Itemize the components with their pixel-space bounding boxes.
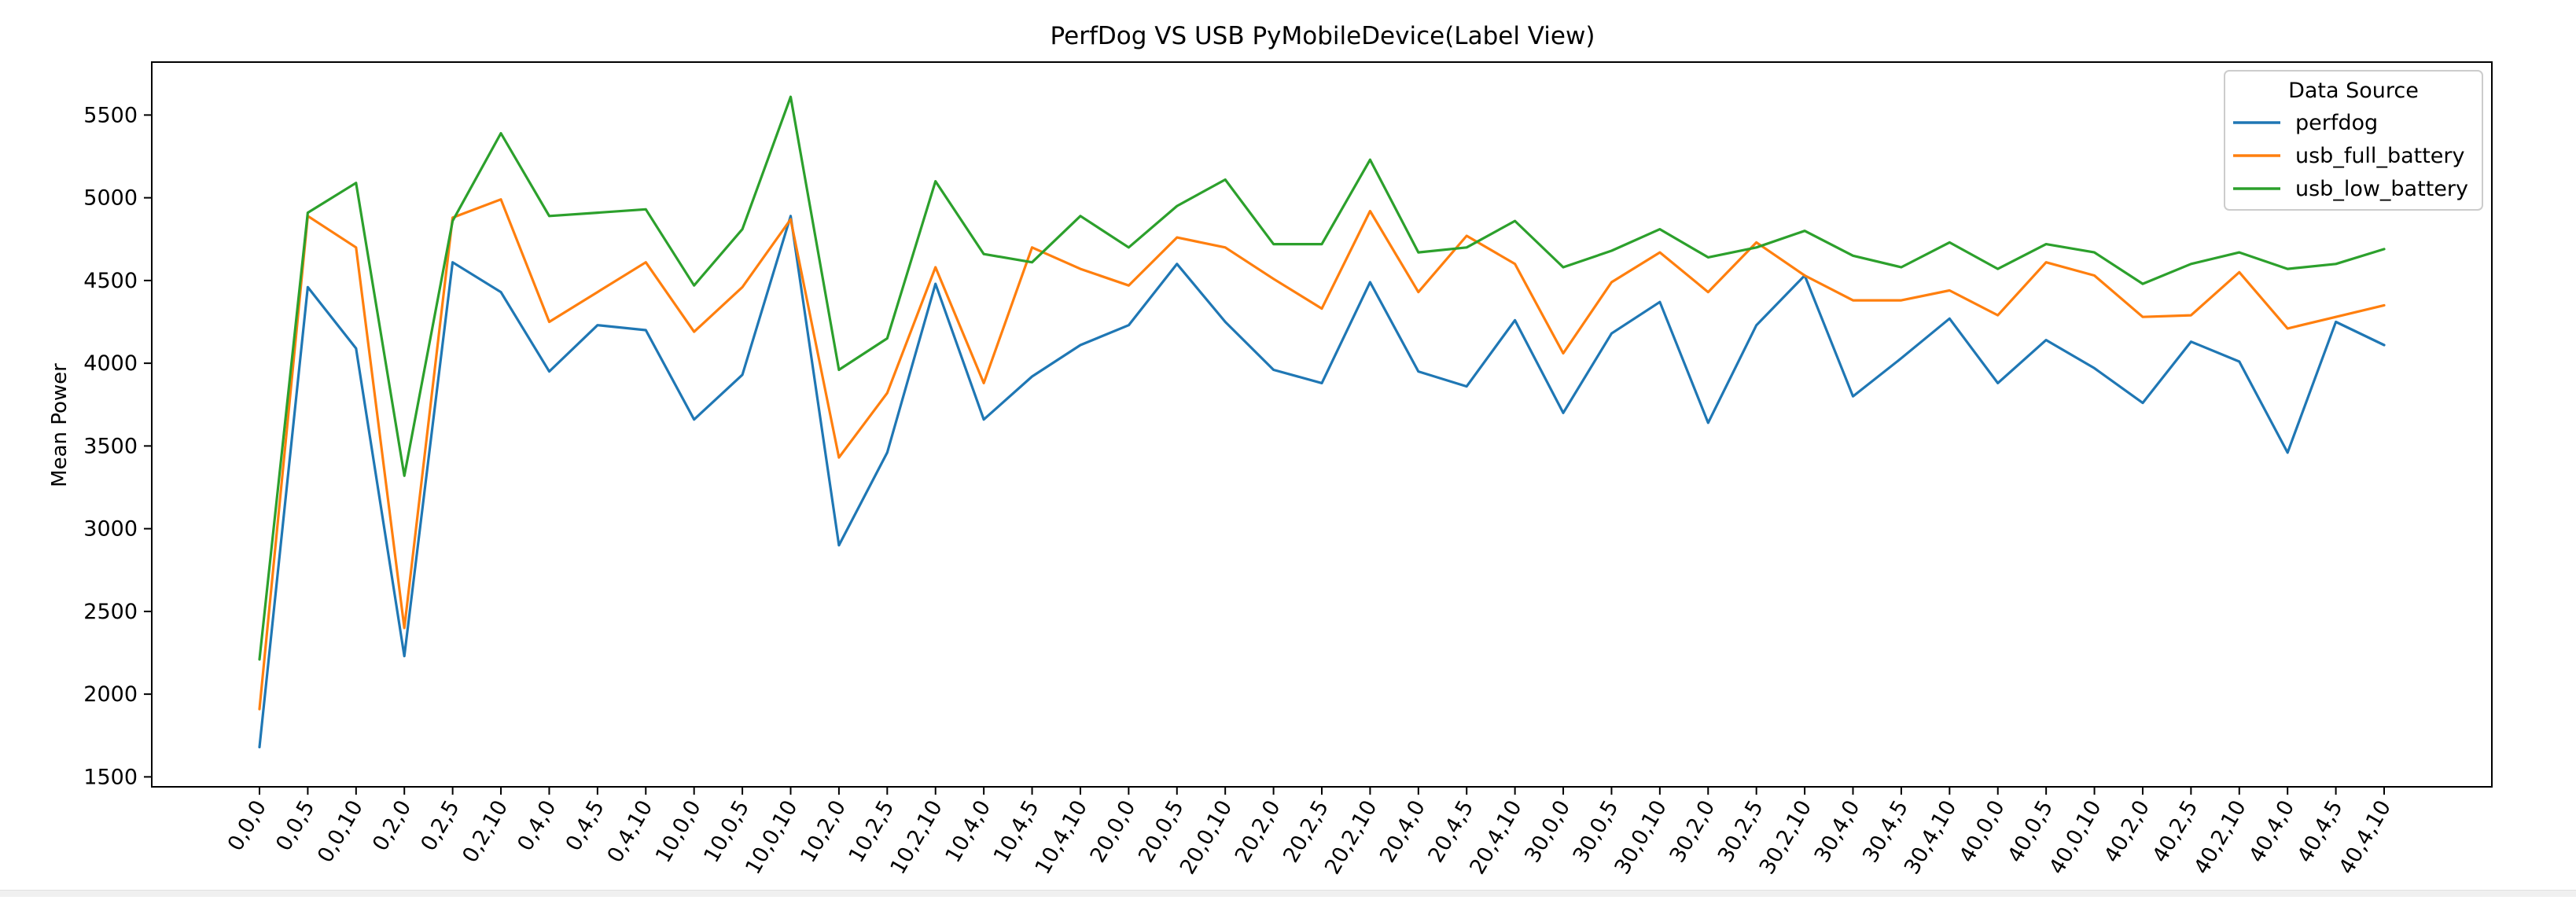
legend-title: Data Source [2288,79,2419,103]
x-tick-label: 10,2,0 [796,796,851,867]
legend-label: perfdog [2295,111,2378,135]
y-tick-label: 4000 [83,351,138,376]
x-tick-label: 20,0,0 [1086,796,1141,867]
x-tick-label: 10,0,0 [651,796,706,867]
x-axis-ticks: 0,0,0 0,0,50,0,10 0,2,0 0,2,50,2,10 0,4,0 0,4… [223,787,2396,879]
x-tick-label: 30,2,0 [1665,796,1720,867]
y-tick-label: 1500 [83,765,138,789]
legend-label: usb_low_battery [2295,177,2468,201]
x-tick-label: 0,4,0 [513,796,561,855]
y-tick-label: 2000 [83,682,138,707]
y-tick-label: 5000 [83,186,138,211]
x-tick-label: 40,0,0 [1955,796,2010,867]
y-tick-label: 5500 [83,103,138,127]
series-line-usb-low-battery [258,95,2386,661]
window-bottom-edge [0,890,2576,897]
legend-label: usb_full_battery [2295,144,2465,168]
y-tick-label: 3000 [83,517,138,542]
legend-box [2224,70,2483,211]
chart-title: PerfDog VS USB PyMobileDevice(Label View… [1051,22,1595,50]
x-tick-label: 0,0,5 [271,796,319,855]
series-line-perfdog [258,215,2386,749]
series-line-usb-full-battery [258,198,2386,711]
x-tick-label: 30,4,0 [1810,796,1865,867]
x-tick-label: 0,2,0 [368,796,416,855]
legend-entries: perfdog usb_full_battery usb_low_battery [2233,111,2468,201]
plot-frame [151,61,2493,788]
y-axis-label: Mean Power [48,363,72,487]
y-tick-label: 2500 [83,600,138,624]
x-tick-label: 0,0,10 [313,796,368,867]
x-tick-label: 40,4,0 [2244,796,2299,867]
x-tick-label: 0,0,0 [223,796,271,855]
y-tick-label: 3500 [83,434,138,458]
y-tick-label: 4500 [83,269,138,293]
x-tick-label: 20,2,0 [1231,796,1286,867]
x-tick-label: 0,2,10 [458,796,513,867]
x-tick-label: 20,4,0 [1375,796,1430,867]
x-tick-label: 40,2,0 [2099,796,2155,867]
x-tick-label: 0,4,10 [603,796,658,867]
x-tick-label: 0,2,5 [417,796,465,855]
y-axis-ticks: 1500 2000 2500 3000 3500 4000 4500 5000 5500 [83,103,152,789]
x-tick-label: 10,4,0 [940,796,995,867]
series-lines [258,95,2386,749]
legend: Data Source perfdog usb_full_battery usb_l… [2224,70,2483,211]
x-tick-label: 0,4,5 [561,796,609,855]
x-tick-label: 30,0,0 [1520,796,1575,867]
